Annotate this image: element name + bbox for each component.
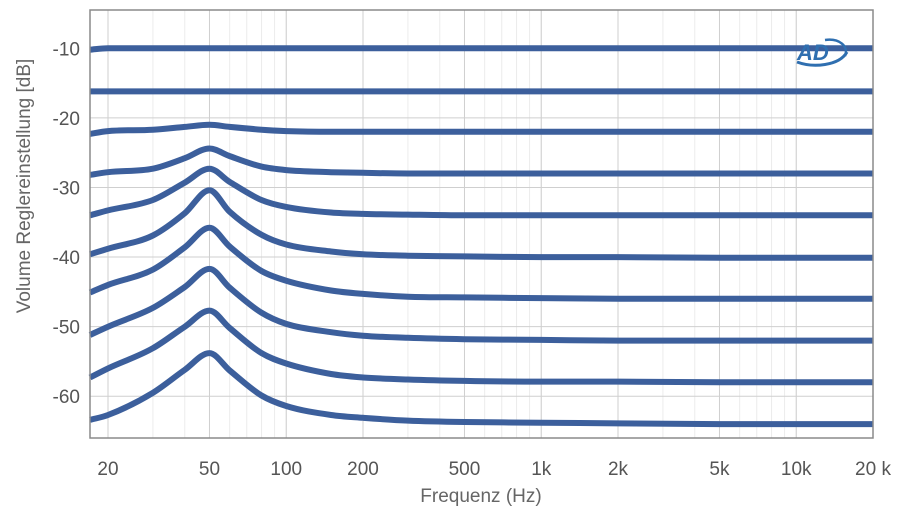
x-tick-label: 20 k (855, 459, 891, 480)
series-line-6 (89, 187, 873, 261)
plot-frame (89, 9, 874, 439)
plot-area (90, 10, 873, 438)
series-line-10 (89, 350, 873, 428)
x-tick-label: 20 (97, 459, 118, 480)
y-tick-label: -20 (53, 109, 80, 130)
y-axis-title: Volume Reglereinstellung [dB] (14, 59, 35, 314)
series-layer (88, 45, 874, 428)
series-line-7 (88, 224, 873, 302)
x-tick-label: 500 (449, 459, 481, 480)
series-line-8 (88, 265, 873, 344)
logo: AD (796, 38, 849, 67)
x-tick-label: 1k (531, 459, 552, 480)
y-tick-label: -30 (53, 178, 80, 199)
logo-lettering: AD (796, 40, 829, 65)
x-tick-label: 5k (709, 459, 730, 480)
y-tick-label: -50 (53, 318, 80, 339)
y-tick-labels: -10 -20 -30 -40 -50 -60 (53, 39, 80, 408)
x-tick-label: 50 (199, 459, 220, 480)
x-tick-label: 10k (781, 459, 812, 480)
y-tick-label: -40 (53, 248, 80, 269)
series-line-5 (89, 165, 873, 219)
y-tick-label: -60 (53, 387, 80, 408)
x-tick-label: 2k (608, 459, 629, 480)
x-axis-title: Frequenz (Hz) (420, 486, 541, 507)
logo-arc (824, 38, 848, 57)
y-tick-label: -10 (53, 39, 80, 60)
x-tick-label: 100 (270, 459, 302, 480)
series-line-3 (89, 121, 874, 137)
series-line-4 (89, 145, 873, 178)
series-line-1 (89, 45, 873, 53)
series-line-9 (88, 307, 873, 386)
x-tick-labels: 20 50 100 200 500 1k 2k 5k 10k 20 k (97, 459, 891, 480)
x-tick-label: 200 (347, 459, 379, 480)
